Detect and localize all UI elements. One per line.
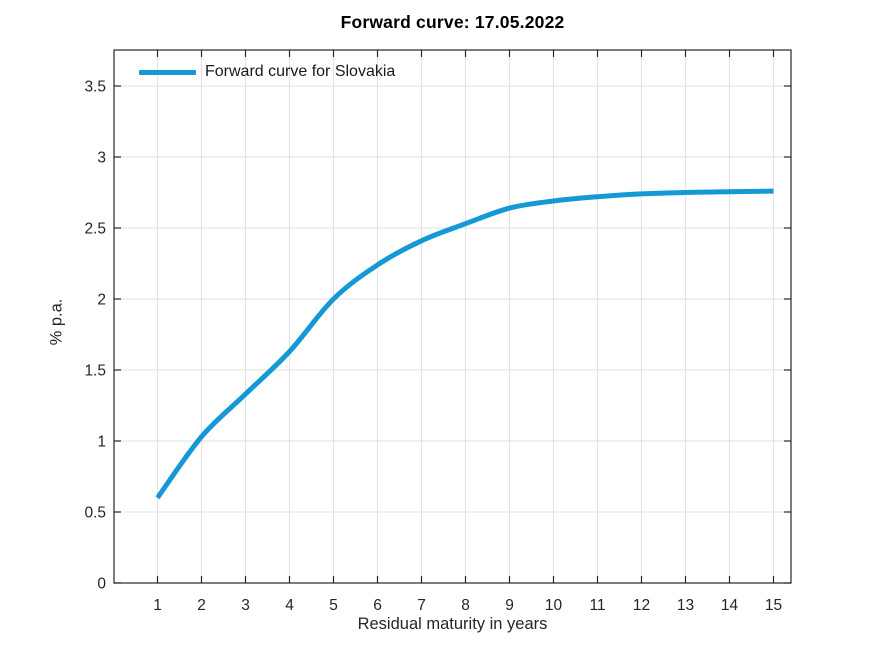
x-tick-label: 10: [545, 597, 563, 614]
x-tick-label: 14: [721, 597, 739, 614]
y-tick-label: 1.5: [84, 363, 106, 380]
y-tick-label: 0.5: [84, 505, 106, 522]
legend-label: Forward curve for Slovakia: [205, 63, 396, 80]
legend: Forward curve for Slovakia: [139, 63, 395, 81]
y-tick-label: 2.5: [84, 221, 106, 238]
y-tick-label: 3: [97, 150, 106, 167]
x-tick-label: 6: [373, 597, 382, 614]
x-tick-label: 7: [417, 597, 426, 614]
x-tick-label: 11: [589, 597, 605, 614]
x-tick-label: 5: [329, 597, 338, 614]
x-tick-label: 13: [677, 597, 694, 614]
axes-box: [113, 49, 792, 584]
x-tick-label: 12: [633, 597, 650, 614]
x-tick-label: 1: [153, 597, 162, 614]
y-tick-label: 1: [97, 434, 106, 451]
x-tick-label: 8: [461, 597, 470, 614]
y-tick-label: 3.5: [84, 79, 106, 96]
chart-title: Forward curve: 17.05.2022: [340, 12, 565, 32]
legend-line-sample: [139, 69, 196, 75]
x-tick-label: 3: [241, 597, 250, 614]
forward-curve-line: [155, 188, 774, 500]
x-axis-label: Residual maturity in years: [357, 615, 548, 633]
y-axis-label: % p.a.: [47, 298, 66, 346]
x-tick-label: 15: [765, 597, 782, 614]
x-tick-label: 9: [505, 597, 514, 614]
x-tick-label: 4: [285, 597, 294, 614]
y-tick-label: 2: [97, 292, 106, 309]
x-tick-label: 2: [197, 597, 206, 614]
y-tick-label: 0: [97, 576, 106, 593]
